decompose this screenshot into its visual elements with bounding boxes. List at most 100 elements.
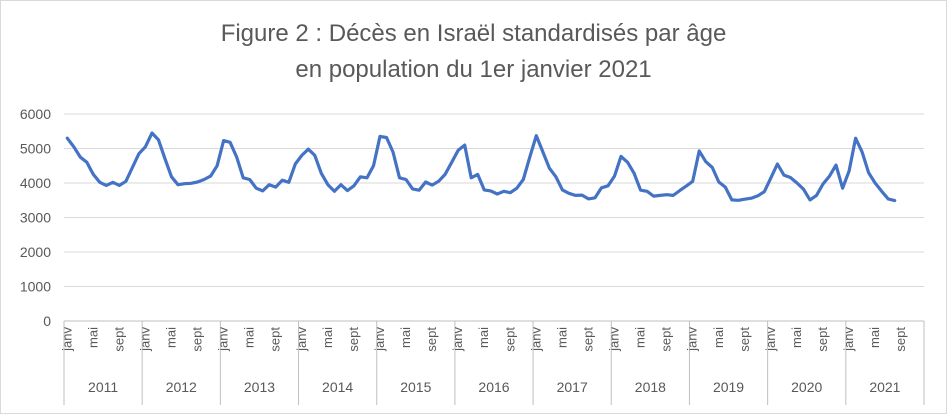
y-tick-label-3000: 3000	[20, 210, 51, 226]
data-point	[822, 183, 824, 185]
data-point	[678, 189, 680, 191]
data-point	[672, 194, 674, 196]
data-point	[190, 182, 192, 184]
data-point	[659, 194, 661, 196]
data-point	[340, 184, 342, 186]
data-point	[496, 193, 498, 195]
data-point	[600, 187, 602, 189]
data-point	[320, 172, 322, 174]
year-label-2014: 2014	[322, 379, 353, 395]
data-point	[79, 156, 81, 158]
data-point	[209, 175, 211, 177]
chart-subtitle: en population du 1er janvier 2021	[295, 56, 652, 83]
data-point	[574, 194, 576, 196]
data-point	[418, 189, 420, 191]
data-point	[353, 185, 355, 187]
data-point	[450, 161, 452, 163]
data-point	[301, 154, 303, 156]
year-label-2020: 2020	[791, 379, 822, 395]
data-point	[626, 161, 628, 163]
chart-title: Figure 2 : Décès en Israël standardisés …	[220, 20, 727, 47]
data-point	[854, 137, 856, 139]
month-label-janv: janv	[607, 327, 622, 352]
data-point	[893, 199, 895, 201]
month-label-mai: mai	[476, 327, 491, 348]
data-point	[125, 180, 127, 182]
data-point	[529, 156, 531, 158]
data-point	[607, 185, 609, 187]
month-label-janv: janv	[216, 327, 231, 352]
data-point	[307, 148, 309, 150]
data-point	[216, 165, 218, 167]
month-label-sept: sept	[580, 327, 595, 352]
data-point	[444, 173, 446, 175]
data-point	[112, 181, 114, 183]
month-label-mai: mai	[164, 327, 179, 348]
y-tick-label-2000: 2000	[20, 244, 51, 260]
data-point	[509, 191, 511, 193]
data-point	[177, 184, 179, 186]
data-point	[183, 182, 185, 184]
data-point	[646, 190, 648, 192]
month-label-mai: mai	[242, 327, 257, 348]
data-point	[724, 186, 726, 188]
month-label-janv: janv	[685, 327, 700, 352]
data-point	[848, 170, 850, 172]
data-point	[457, 149, 459, 151]
month-label-sept: sept	[111, 327, 126, 352]
data-point	[66, 137, 68, 139]
data-point	[437, 180, 439, 182]
data-point	[327, 184, 329, 186]
data-point	[880, 190, 882, 192]
data-point	[594, 197, 596, 199]
y-tick-label-4000: 4000	[20, 175, 51, 191]
data-point	[229, 141, 231, 143]
data-point	[587, 198, 589, 200]
month-label-mai: mai	[320, 327, 335, 348]
month-label-mai: mai	[867, 327, 882, 348]
data-point	[392, 151, 394, 153]
data-point	[275, 186, 277, 188]
data-point	[151, 132, 153, 134]
data-point	[242, 177, 244, 179]
month-label-sept: sept	[737, 327, 752, 352]
data-point	[281, 179, 283, 181]
data-point	[750, 197, 752, 199]
month-label-sept: sept	[424, 327, 439, 352]
data-point	[633, 172, 635, 174]
data-point	[757, 195, 759, 197]
year-label-2017: 2017	[557, 379, 588, 395]
data-point	[561, 189, 563, 191]
month-label-sept: sept	[659, 327, 674, 352]
year-label-2018: 2018	[635, 379, 666, 395]
data-point	[535, 135, 537, 137]
data-point	[568, 192, 570, 194]
month-label-janv: janv	[372, 327, 387, 352]
data-point	[581, 194, 583, 196]
data-point	[490, 190, 492, 192]
data-point	[314, 154, 316, 156]
data-point	[157, 139, 159, 141]
data-point	[470, 177, 472, 179]
month-label-mai: mai	[711, 327, 726, 348]
data-point	[411, 188, 413, 190]
data-point	[705, 160, 707, 162]
data-point	[718, 181, 720, 183]
data-point	[665, 194, 667, 196]
data-point	[138, 152, 140, 154]
month-label-sept: sept	[190, 327, 205, 352]
data-point	[770, 177, 772, 179]
data-point	[516, 187, 518, 189]
month-label-janv: janv	[528, 327, 543, 352]
month-label-mai: mai	[85, 327, 100, 348]
month-label-janv: janv	[137, 327, 152, 352]
data-point	[203, 178, 205, 180]
data-point	[841, 187, 843, 189]
data-point	[776, 163, 778, 165]
data-point	[372, 165, 374, 167]
month-label-janv: janv	[763, 327, 778, 352]
data-point	[835, 164, 837, 166]
data-point	[424, 181, 426, 183]
data-point	[288, 181, 290, 183]
year-label-2011: 2011	[88, 379, 118, 395]
